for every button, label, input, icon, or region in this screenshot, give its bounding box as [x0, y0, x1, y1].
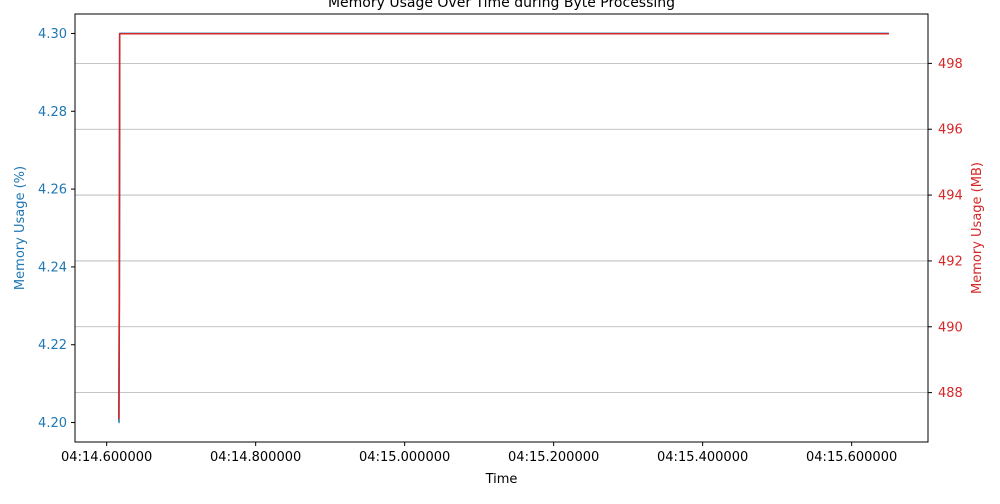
x-tick-label: 04:15.400000 — [657, 450, 748, 465]
y-right-tick-label: 498 — [938, 57, 963, 72]
gridlines — [75, 62, 928, 394]
x-tick-label: 04:15.200000 — [508, 450, 599, 465]
y-left-tick-label: 4.22 — [38, 338, 67, 353]
y-right-tick-label: 490 — [938, 320, 963, 335]
y-right-tick-label: 488 — [938, 386, 963, 401]
x-axis-label: Time — [485, 472, 518, 487]
y-left-tick-label: 4.28 — [38, 105, 67, 120]
y-left-tick-label: 4.24 — [38, 260, 67, 275]
y-left-tick-label: 4.30 — [38, 27, 67, 42]
x-tick-label: 04:15.600000 — [806, 450, 897, 465]
plot-frame — [74, 13, 929, 443]
series-line-right — [118, 32, 889, 419]
series-line-left — [118, 32, 889, 424]
series-lines — [118, 32, 889, 424]
y-axis-left-label: Memory Usage (%) — [13, 166, 28, 290]
x-tick-label: 04:15.000000 — [359, 450, 450, 465]
y-left-tick-label: 4.20 — [38, 416, 67, 431]
y-right-tick-label: 492 — [938, 254, 963, 269]
x-tick-label: 04:14.600000 — [61, 450, 152, 465]
x-tick-label: 04:14.800000 — [210, 450, 301, 465]
chart-title: Memory Usage Over Time during Byte Proce… — [328, 0, 675, 11]
y-left-tick-label: 4.26 — [38, 183, 67, 198]
y-axis-left: 4.20 4.22 4.24 4.26 4.28 4.30 — [38, 27, 75, 431]
y-right-tick-label: 494 — [938, 189, 963, 204]
x-axis: 04:14.600000 04:14.800000 04:15.000000 04:1… — [61, 442, 897, 465]
y-right-tick-label: 496 — [938, 123, 963, 138]
y-axis-right-label: Memory Usage (MB) — [970, 162, 985, 294]
y-axis-right: 488 490 492 494 496 498 — [928, 57, 963, 401]
